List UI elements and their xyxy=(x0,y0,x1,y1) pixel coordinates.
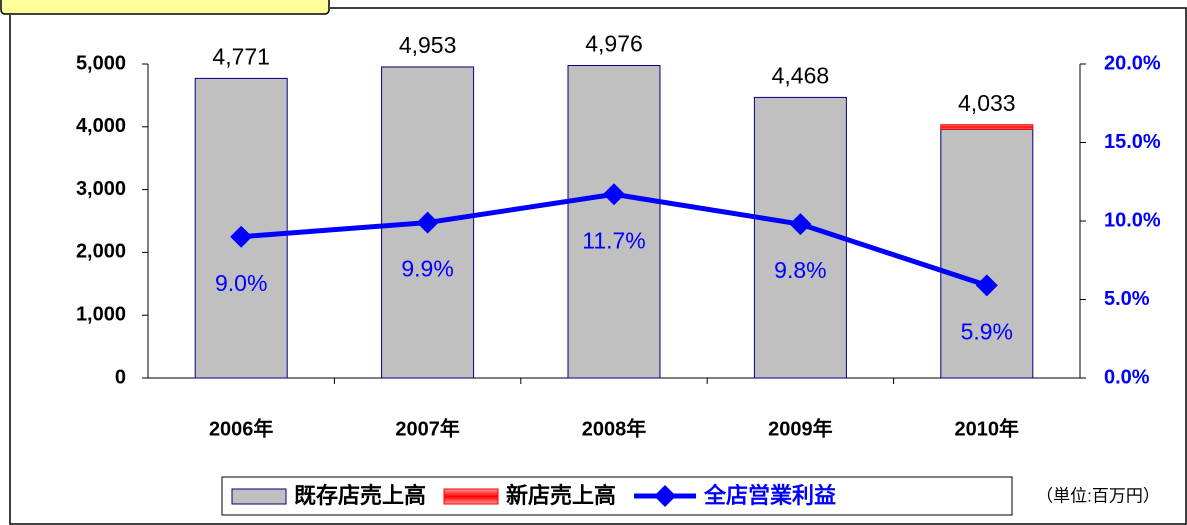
chart-frame xyxy=(9,7,1187,525)
y-tick-label: 4,000 xyxy=(76,115,126,137)
legend-label: 新店売上高 xyxy=(506,483,616,508)
marker xyxy=(230,225,253,248)
x-tick-label: 2008年 xyxy=(582,416,647,440)
legend-marker xyxy=(654,485,677,507)
data-label: 11.7% xyxy=(582,227,646,253)
data-label: 5.9% xyxy=(961,318,1013,344)
bar xyxy=(940,124,1034,130)
bar xyxy=(753,96,847,379)
total-label: 4,953 xyxy=(399,32,457,58)
data-label: 9.0% xyxy=(215,270,267,296)
y2-tick-label: 10.0% xyxy=(1104,209,1161,231)
total-label: 4,468 xyxy=(772,62,830,88)
unit-note: （単位:百万円） xyxy=(1036,486,1160,505)
x-tick-label: 2007年 xyxy=(395,416,460,440)
y-tick-label: 3,000 xyxy=(76,178,126,200)
y-tick-label: 2,000 xyxy=(76,241,126,263)
data-label: 9.8% xyxy=(774,257,826,283)
x-tick-label: 2010年 xyxy=(955,416,1020,440)
x-tick-label: 2006年 xyxy=(209,416,274,440)
marker xyxy=(975,274,998,297)
y2-tick-label: 20.0% xyxy=(1104,52,1161,74)
total-label: 4,033 xyxy=(958,90,1016,116)
y2-tick-label: 15.0% xyxy=(1104,131,1161,153)
y2-tick-label: 0.0% xyxy=(1104,366,1150,388)
bar xyxy=(567,65,661,379)
legend-swatch xyxy=(231,488,287,505)
legend-label: 全店営業利益 xyxy=(703,483,836,508)
bar xyxy=(940,128,1034,379)
legend-swatch xyxy=(443,488,499,505)
legend-label: 既存店売上高 xyxy=(294,483,426,508)
marker xyxy=(416,211,439,234)
header-tab xyxy=(0,0,330,15)
y-tick-label: 1,000 xyxy=(76,303,126,325)
y-tick-label: 0 xyxy=(115,366,126,388)
total-label: 4,771 xyxy=(212,43,270,69)
total-label: 4,976 xyxy=(585,31,643,57)
x-tick-label: 2009年 xyxy=(768,416,833,440)
data-label: 9.9% xyxy=(401,256,453,282)
legend xyxy=(221,476,1013,516)
marker xyxy=(789,213,812,236)
marker xyxy=(603,183,625,206)
y2-tick-label: 5.0% xyxy=(1104,288,1150,310)
y-tick-label: 5,000 xyxy=(76,52,126,74)
